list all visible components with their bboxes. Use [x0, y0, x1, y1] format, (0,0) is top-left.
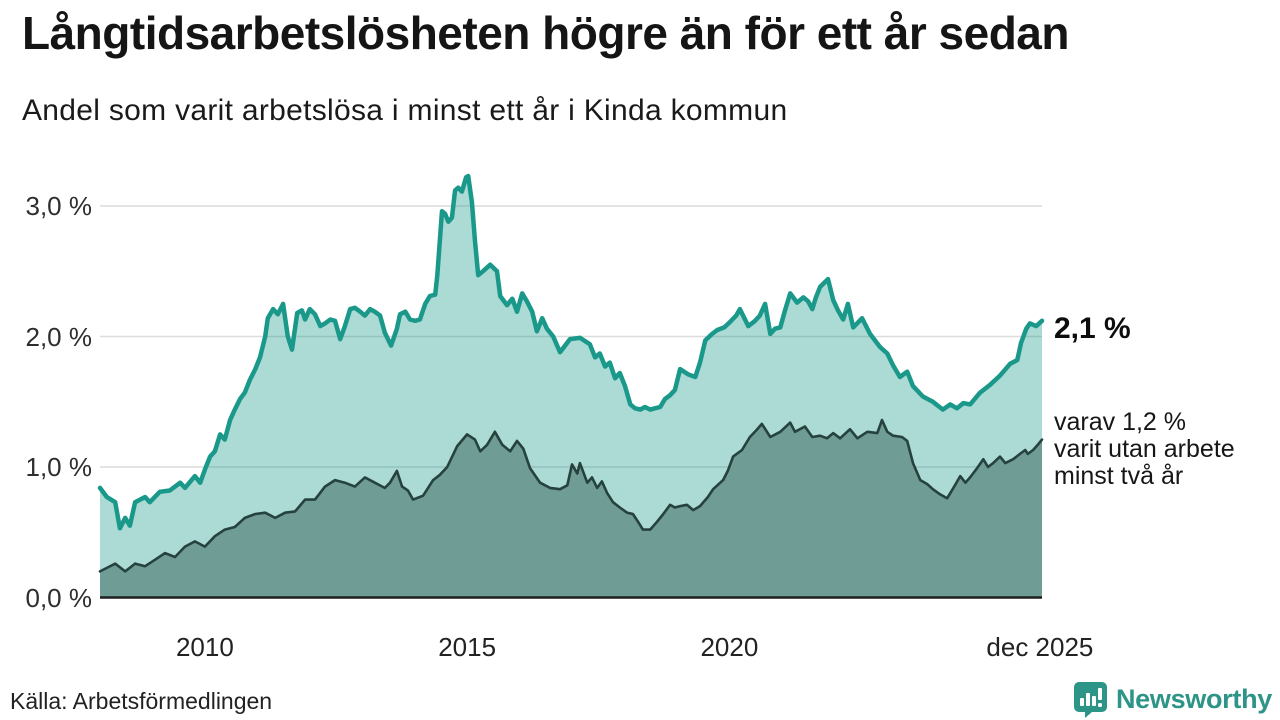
brand-name: Newsworthy	[1115, 683, 1272, 714]
subset-annotation-line: varav 1,2 %	[1054, 408, 1187, 436]
newsworthy-logo[interactable]: Newsworthy	[1071, 680, 1272, 718]
area-series-subset	[100, 420, 1042, 598]
bar-chart-speech-bubble-icon	[1073, 682, 1107, 718]
x-tick-label: 2015	[438, 632, 497, 662]
subset-annotation-line: minst två år	[1054, 462, 1184, 490]
latest-value-annotation: 2,1 %	[1054, 312, 1131, 345]
y-tick-label: 2,0 %	[25, 321, 93, 352]
source-note: Källa: Arbetsförmedlingen	[10, 688, 273, 714]
line-series-subset	[98, 418, 1044, 573]
line-series-total	[97, 173, 1045, 531]
y-tick-label: 3,0 %	[25, 191, 93, 221]
x-tick-label: 2010	[175, 632, 234, 662]
y-tick-label: 0,0 %	[25, 582, 93, 613]
page-title: Långtidsarbetslösheten högre än för ett …	[22, 7, 1069, 59]
x-tick-label: 2020	[700, 632, 759, 662]
subset-annotation: varav 1,2 % varit utan arbete minst två …	[1054, 409, 1235, 490]
subset-annotation-line: varit utan arbete	[1054, 435, 1235, 463]
x-tick-label: dec 2025	[986, 632, 1094, 662]
page-subtitle: Andel som varit arbetslösa i minst ett å…	[22, 94, 788, 127]
y-tick-label: 1,0 %	[25, 452, 93, 482]
